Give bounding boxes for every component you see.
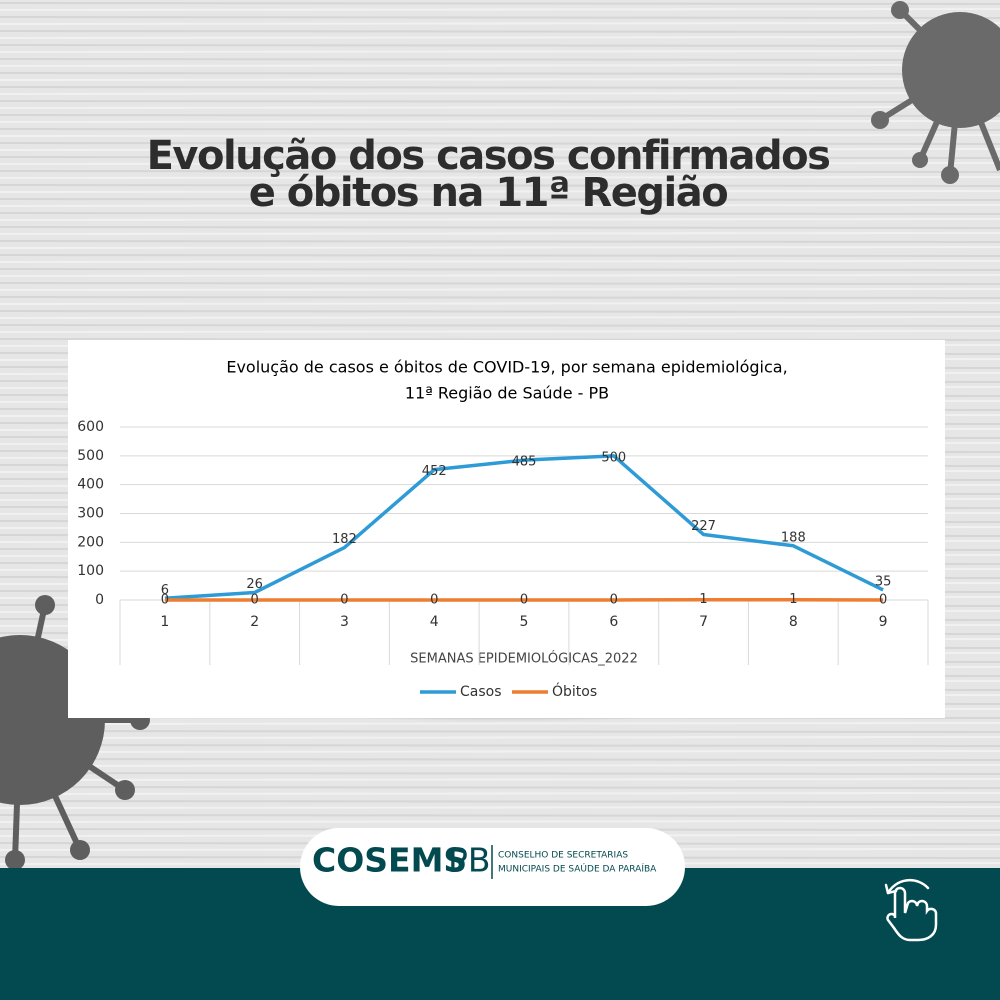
swipe-icon: [884, 878, 938, 942]
data-label: 500: [601, 450, 626, 465]
data-label: 0: [879, 593, 887, 608]
data-label: 182: [332, 532, 357, 547]
y-tick-label: 400: [77, 477, 104, 493]
x-tick-label: 8: [789, 614, 798, 630]
logo-line: CONSELHO DE SECRETARIAS: [498, 851, 628, 861]
y-tick-label: 600: [77, 419, 104, 435]
data-label: 452: [422, 464, 447, 479]
chart-panel: [68, 340, 945, 718]
series-line: [164, 454, 884, 601]
data-label: 26: [246, 577, 263, 592]
data-label: 6: [161, 583, 169, 598]
data-label: 1: [789, 592, 797, 607]
x-tick-label: 1: [160, 614, 169, 630]
page-title: Evolução dos casos confirmados: [147, 133, 830, 179]
data-label: 0: [340, 593, 348, 608]
y-tick-label: 200: [77, 534, 104, 550]
data-label: 35: [875, 574, 892, 589]
data-label: 1: [699, 592, 707, 607]
data-label: 0: [430, 593, 438, 608]
chart-title: 11ª Região de Saúde - PB: [405, 384, 609, 403]
x-tick-label: 9: [879, 614, 888, 630]
logo-line: MUNICIPAIS DE SAÚDE DA PARAÍBA: [498, 863, 657, 875]
x-tick-label: 6: [609, 614, 618, 630]
data-label: 188: [781, 530, 806, 545]
x-tick-label: 3: [340, 614, 349, 630]
data-label: 485: [512, 455, 537, 470]
y-tick-label: 100: [77, 563, 104, 579]
data-label: 0: [161, 593, 169, 608]
chart: Evolução de casos e óbitos de COVID-19, …: [77, 358, 929, 700]
x-tick-label: 2: [250, 614, 259, 630]
data-label: 227: [691, 519, 716, 534]
virus-top-right: [871, 1, 1000, 184]
y-tick-label: 300: [77, 506, 104, 522]
x-tick-label: 4: [430, 614, 439, 630]
chart-title: Evolução de casos e óbitos de COVID-19, …: [226, 358, 787, 377]
data-label: 0: [251, 593, 259, 608]
logo-suffix: PB: [448, 841, 491, 880]
x-tick-label: 5: [520, 614, 529, 630]
data-label: 0: [610, 593, 618, 608]
y-tick-label: 500: [77, 448, 104, 464]
data-label: 0: [520, 593, 528, 608]
logo-main: COSEMS: [312, 841, 467, 880]
legend-label: Óbitos: [552, 682, 597, 700]
x-axis-label: SEMANAS EPIDEMIOLÓGICAS_2022: [410, 651, 638, 667]
legend-label: Casos: [460, 684, 502, 700]
y-tick-label: 0: [95, 592, 104, 608]
page-title: e óbitos na 11ª Região: [249, 170, 728, 216]
x-tick-label: 7: [699, 614, 708, 630]
